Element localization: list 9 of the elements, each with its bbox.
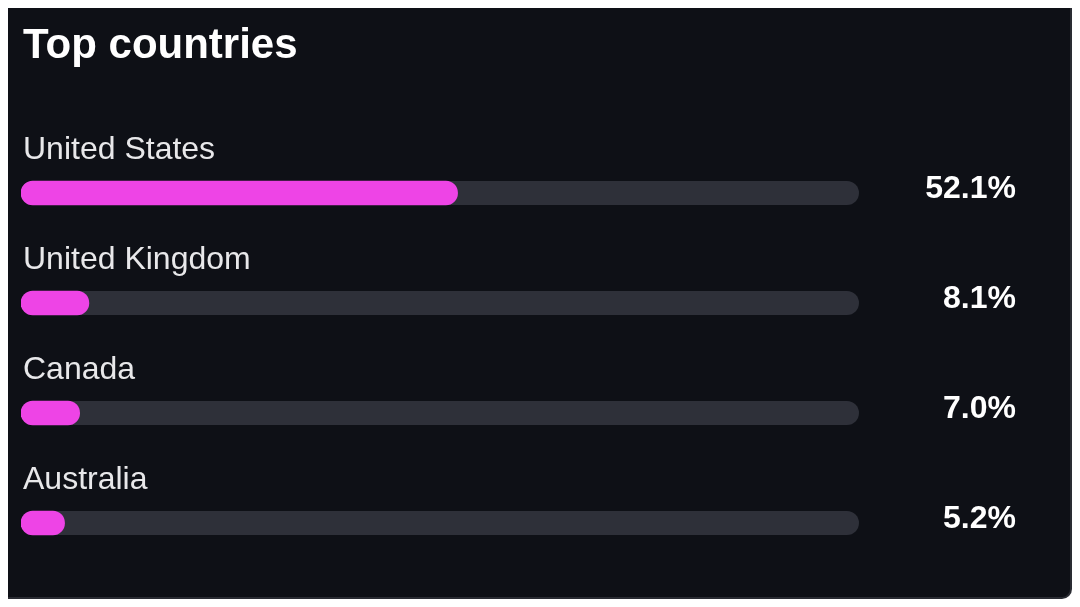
y-tick-label: Australia	[23, 460, 148, 496]
data-label: 5.2%	[943, 498, 1016, 535]
y-tick-label: United States	[23, 130, 216, 166]
y-tick-label: United Kingdom	[23, 240, 251, 276]
data-label: 8.1%	[943, 278, 1016, 315]
data-label: 52.1%	[925, 168, 1016, 205]
y-tick-label: Canada	[23, 350, 136, 386]
data-label: 7.0%	[943, 388, 1016, 425]
chart-title: Top countries	[23, 20, 298, 68]
